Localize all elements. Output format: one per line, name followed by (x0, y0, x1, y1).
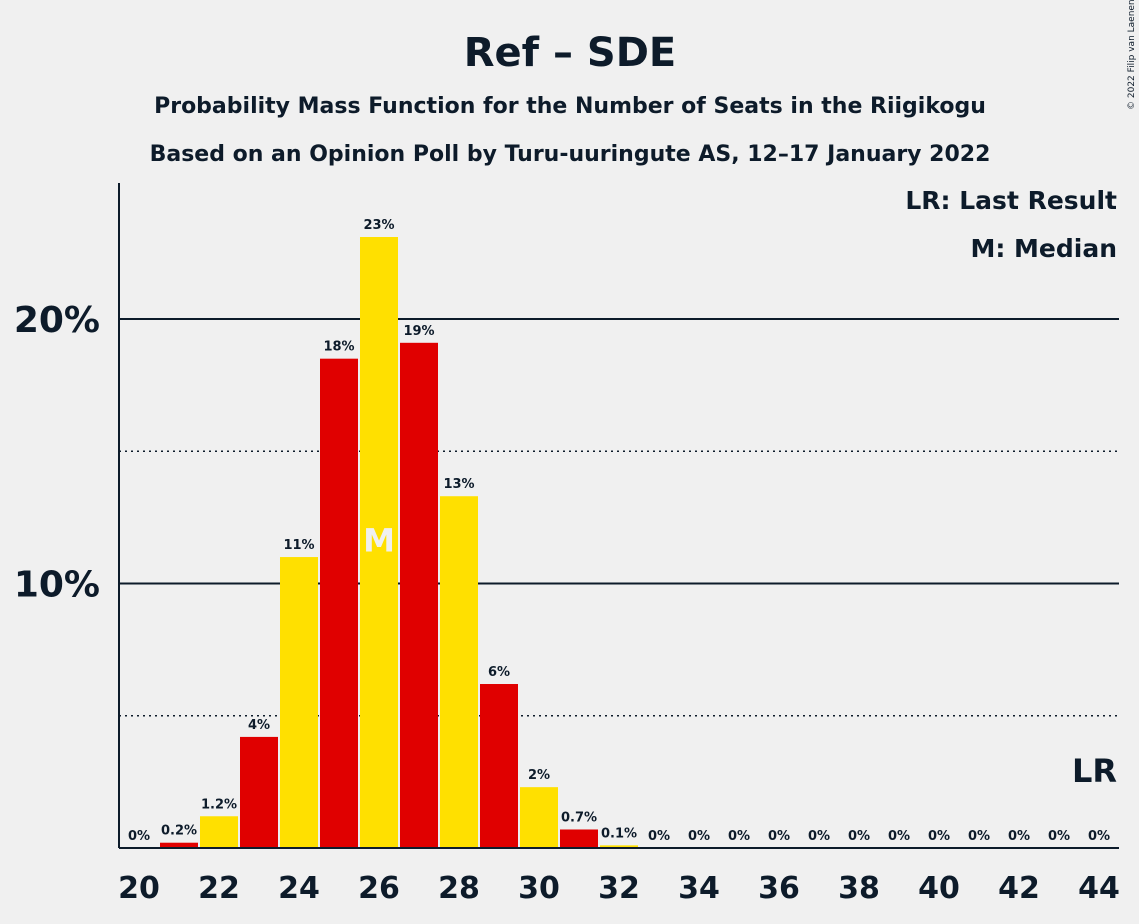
bar-28 (440, 496, 478, 848)
data-label-30: 2% (528, 768, 550, 783)
y-tick-label: 20% (14, 300, 100, 341)
data-label-24: 11% (283, 538, 314, 553)
data-label-25: 18% (323, 340, 354, 355)
data-label-43: 0% (1048, 829, 1070, 844)
x-tick-label: 28 (438, 871, 480, 906)
x-tick-label: 40 (918, 871, 960, 906)
data-label-22: 1.2% (201, 797, 237, 812)
data-label-35: 0% (728, 829, 750, 844)
x-tick-label: 44 (1078, 871, 1120, 906)
bar-21 (160, 842, 198, 848)
data-label-29: 6% (488, 665, 510, 680)
bar-30 (520, 787, 558, 848)
data-labels: 0% 0.2% 1.2% 4% 11% 18% 23% M 19% 13% 6% 2% 0.7% 0.1%… (128, 218, 1117, 844)
data-label-44: 0% (1088, 829, 1110, 844)
data-label-20: 0% (128, 829, 150, 844)
chart-subtitle: Probability Mass Function for the Number… (154, 94, 986, 119)
x-tick-label: 20 (118, 871, 160, 906)
data-label-26: 23% (363, 218, 394, 233)
y-tick-label: 10% (14, 565, 100, 606)
x-axis-ticks: 20 22 24 26 28 30 32 34 36 38 40 42 44 (118, 871, 1120, 906)
bar-27 (400, 342, 438, 848)
bar-25 (320, 358, 358, 848)
bar-29 (480, 684, 518, 848)
data-label-36: 0% (768, 829, 790, 844)
bar-23 (240, 736, 278, 848)
data-label-39: 0% (888, 829, 910, 844)
y-axis-ticks: 10% 20% (14, 300, 100, 606)
legend-last-result: LR: Last Result (905, 186, 1117, 215)
data-label-27: 19% (403, 324, 434, 339)
x-tick-label: 30 (518, 871, 560, 906)
x-tick-label: 26 (358, 871, 400, 906)
chart-title: Ref – SDE (464, 30, 677, 76)
data-label-31: 0.7% (561, 810, 597, 825)
x-tick-label: 38 (838, 871, 880, 906)
bar-24 (280, 557, 318, 848)
data-label-32: 0.1% (601, 826, 637, 841)
data-label-34: 0% (688, 829, 710, 844)
copyright-notice: © 2022 Filip van Laenen (1127, 0, 1137, 110)
bar-31 (560, 829, 598, 848)
data-label-41: 0% (968, 829, 990, 844)
legend-median: M: Median (970, 234, 1117, 263)
data-label-38: 0% (848, 829, 870, 844)
bar-22 (200, 816, 238, 848)
gridlines (119, 318, 1119, 717)
data-label-40: 0% (928, 829, 950, 844)
x-tick-label: 34 (678, 871, 720, 906)
x-tick-label: 36 (758, 871, 800, 906)
x-tick-label: 42 (998, 871, 1040, 906)
x-tick-label: 24 (278, 871, 320, 906)
data-label-21: 0.2% (161, 824, 197, 839)
bars (160, 237, 638, 848)
data-label-42: 0% (1008, 829, 1030, 844)
data-label-28: 13% (443, 477, 474, 492)
data-label-23: 4% (248, 718, 270, 733)
data-label-37: 0% (808, 829, 830, 844)
median-marker: M (363, 522, 395, 560)
x-tick-label: 22 (198, 871, 240, 906)
last-result-marker: LR (1072, 752, 1117, 790)
x-tick-label: 32 (598, 871, 640, 906)
chart-subtitle-source: Based on an Opinion Poll by Turu-uuringu… (150, 142, 991, 167)
bar-26 (360, 237, 398, 848)
bar-32 (600, 845, 638, 848)
data-label-33: 0% (648, 829, 670, 844)
